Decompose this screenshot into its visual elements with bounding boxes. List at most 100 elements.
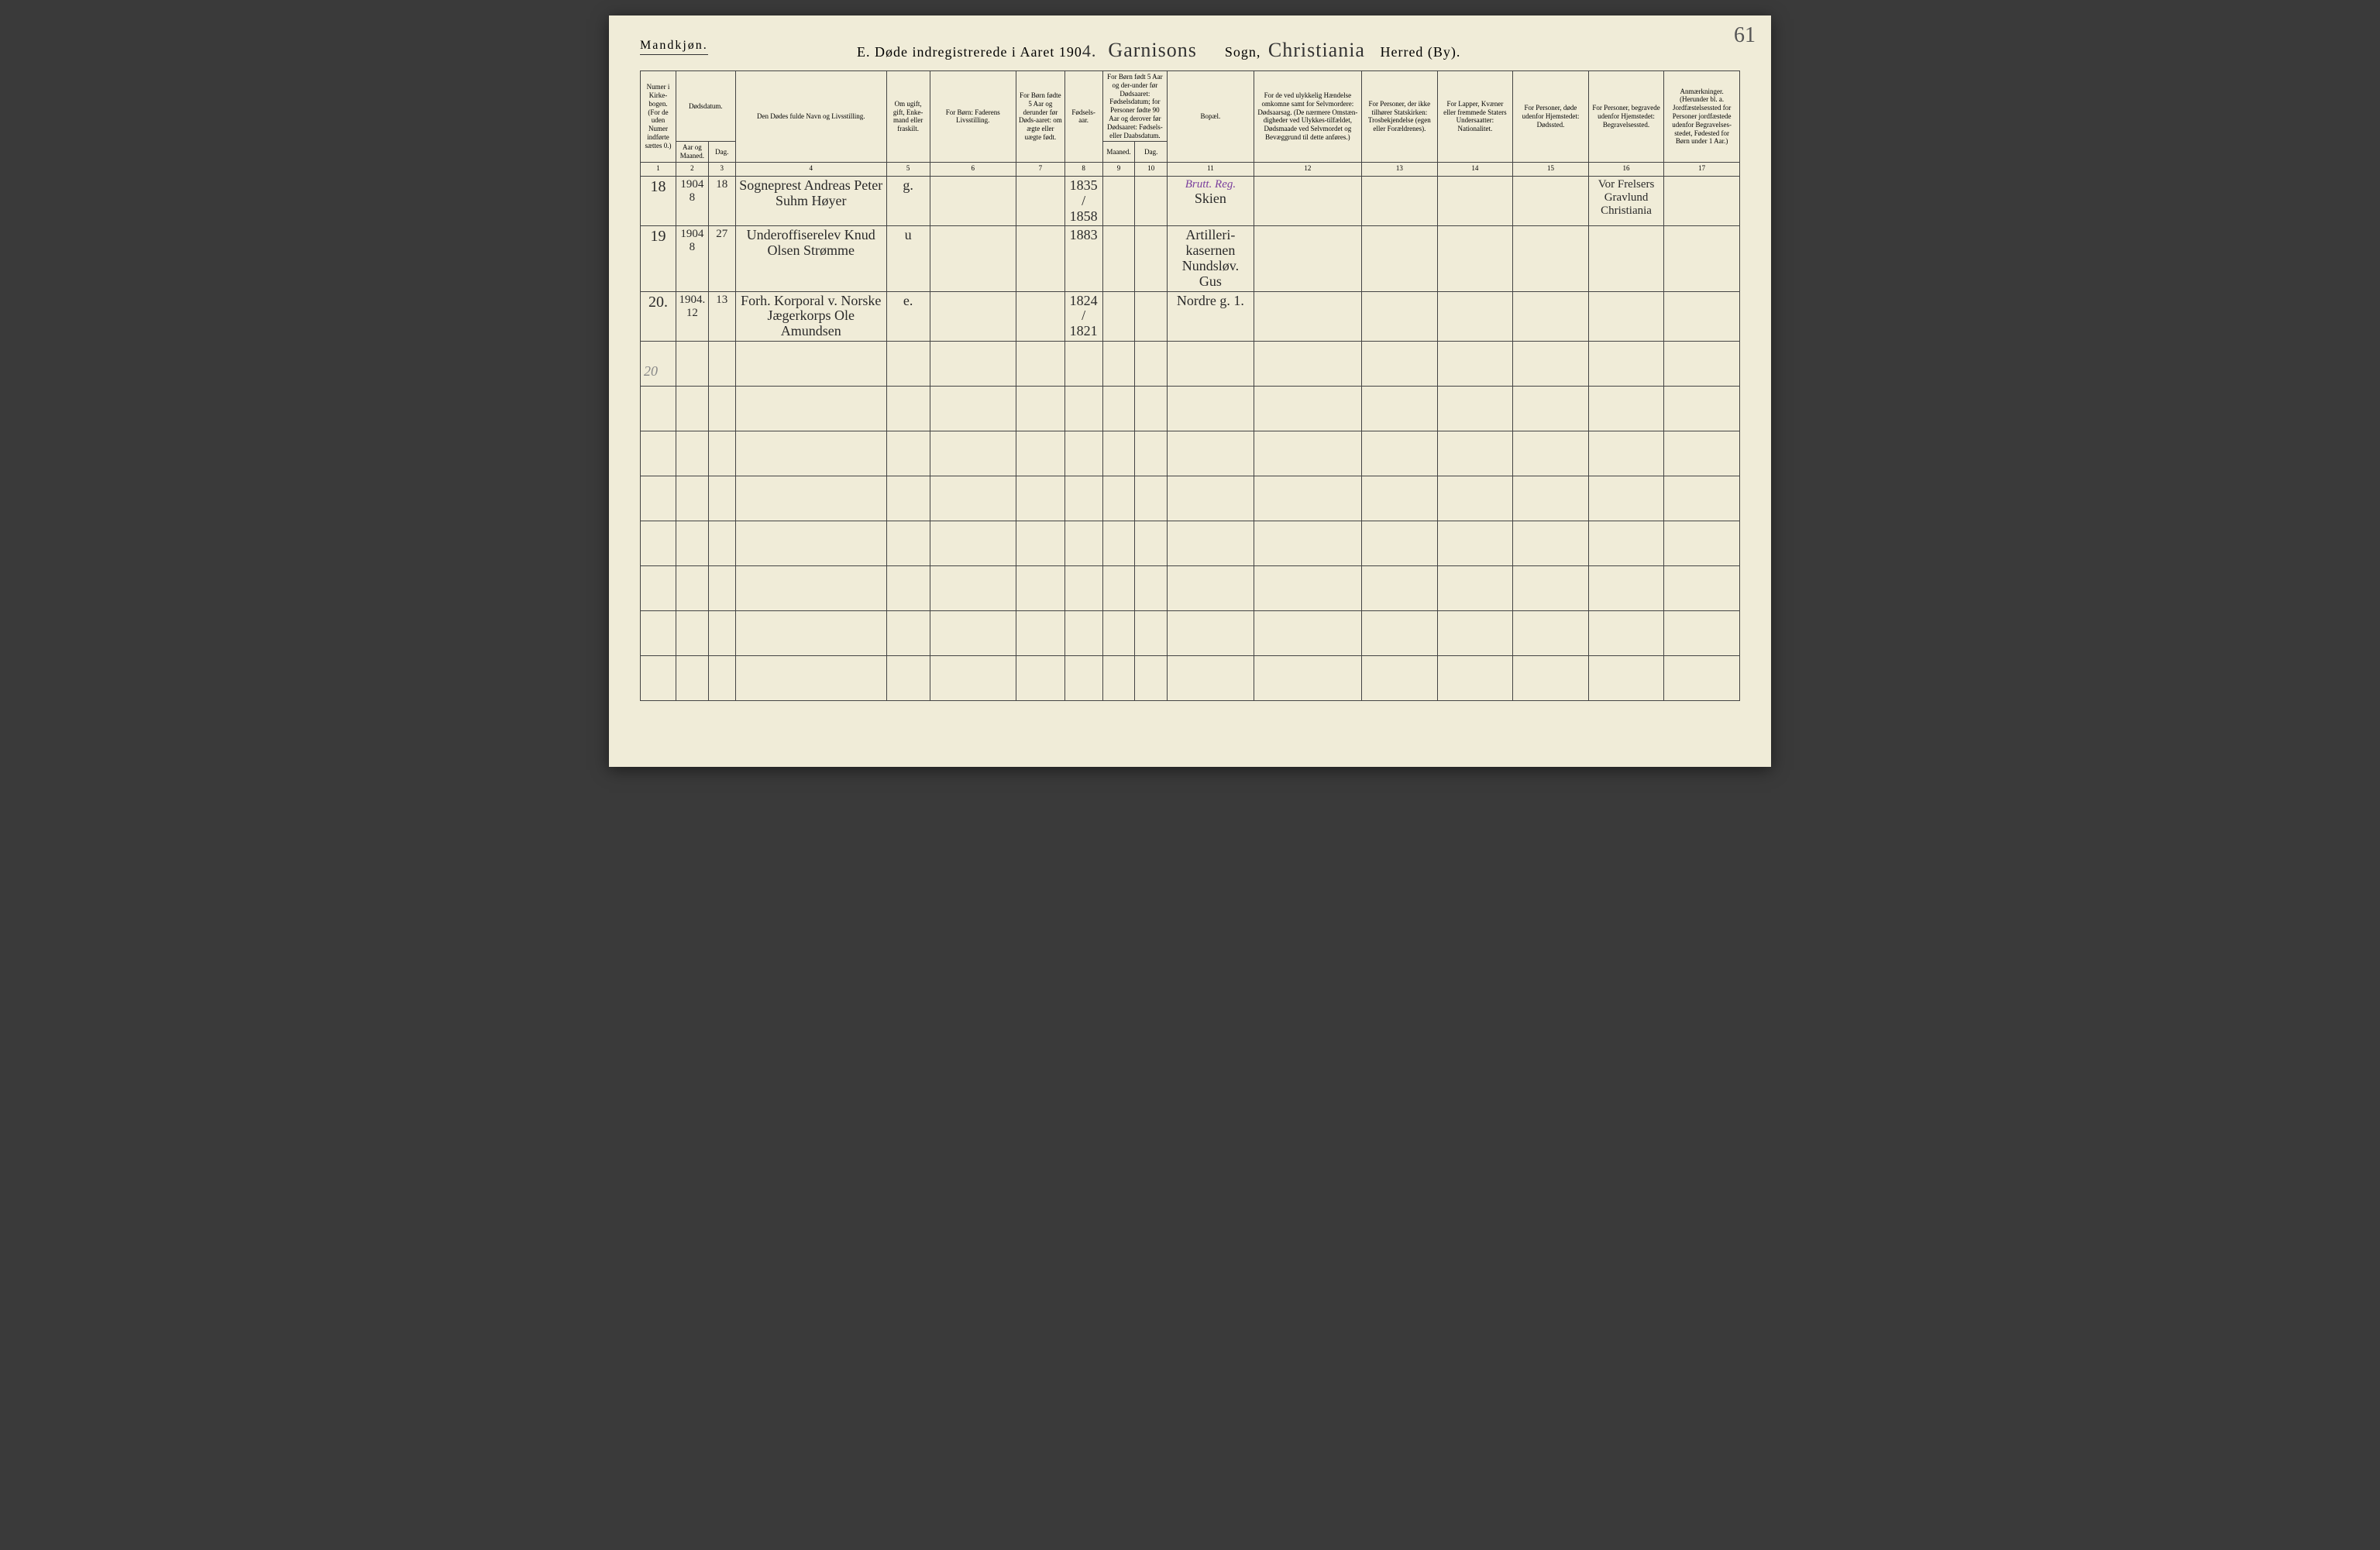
sogn-label: Sogn, (1225, 44, 1261, 60)
empty-cell (930, 386, 1016, 431)
title-prefix: E. Døde indregistrerede i Aaret 190 (857, 44, 1082, 60)
col-header: Anmærkninger. (Herunder bl. a. Jordfæste… (1664, 71, 1740, 163)
empty-cell (676, 565, 708, 610)
empty-cell (1254, 610, 1361, 655)
empty-cell (1102, 610, 1135, 655)
colnum: 1 (641, 162, 676, 176)
col-header: For Personer, begravede udenfor Hjemsted… (1588, 71, 1664, 163)
empty-cell (1168, 610, 1254, 655)
empty-row (641, 610, 1740, 655)
cell: Sogneprest Andreas Peter Suhm Høyer (735, 176, 886, 225)
colnum: 13 (1362, 162, 1438, 176)
cell (1102, 291, 1135, 341)
empty-cell (1362, 431, 1438, 476)
empty-cell (1254, 655, 1361, 700)
cell: 18 (708, 176, 735, 225)
empty-cell (930, 341, 1016, 386)
cell-residence: Nordre g. 1. (1168, 291, 1254, 341)
empty-cell (1254, 565, 1361, 610)
gender-label: Mandkjøn. (640, 39, 708, 55)
empty-cell (676, 610, 708, 655)
cell (930, 176, 1016, 225)
cell: 1835 / 1858 (1064, 176, 1102, 225)
cell-residence: Artilleri-kasernen Nundsløv. Gus (1168, 226, 1254, 291)
col-header: For de ved ulykkelig Hændelse omkomne sa… (1254, 71, 1361, 163)
empty-cell (1362, 476, 1438, 521)
cell (1588, 291, 1664, 341)
colnum: 2 (676, 162, 708, 176)
col-header: For Personer, der ikke tilhører Statskir… (1362, 71, 1438, 163)
cell: 1904. 12 (676, 291, 708, 341)
cell (1513, 291, 1589, 341)
col-header: Numer i Kirke-bogen. (For de uden Numer … (641, 71, 676, 163)
empty-cell (1016, 431, 1065, 476)
empty-cell (1588, 386, 1664, 431)
empty-cell (676, 386, 708, 431)
cell (1362, 176, 1438, 225)
cell: 1904 8 (676, 226, 708, 291)
empty-cell (1437, 521, 1513, 565)
empty-cell (1362, 655, 1438, 700)
empty-cell (1064, 565, 1102, 610)
cell: Underoffiserelev Knud Olsen Strømme (735, 226, 886, 291)
empty-cell (1064, 610, 1102, 655)
col-header: Bopæl. (1168, 71, 1254, 163)
empty-cell (1135, 431, 1168, 476)
col-header: Dag. (1135, 142, 1168, 163)
empty-cell (1664, 341, 1740, 386)
empty-cell (1168, 521, 1254, 565)
col-header: For Børn født 5 Aar og der-under før Død… (1102, 71, 1168, 142)
empty-cell (1102, 386, 1135, 431)
cell (1016, 176, 1065, 225)
cell (1016, 226, 1065, 291)
title: E. Døde indregistrerede i Aaret 1904. Ga… (857, 39, 1460, 62)
empty-cell (1135, 655, 1168, 700)
empty-cell (1254, 431, 1361, 476)
empty-cell (1064, 431, 1102, 476)
empty-cell (641, 431, 676, 476)
empty-cell (1513, 386, 1589, 431)
col-header: Maaned. (1102, 142, 1135, 163)
empty-cell (1168, 431, 1254, 476)
cell (1437, 176, 1513, 225)
empty-cell (886, 431, 930, 476)
empty-cell (1254, 386, 1361, 431)
colnum: 17 (1664, 162, 1740, 176)
empty-cell (1064, 386, 1102, 431)
empty-cell (930, 565, 1016, 610)
empty-cell (1168, 655, 1254, 700)
header: Mandkjøn. E. Døde indregistrerede i Aare… (640, 39, 1740, 55)
empty-cell (1513, 610, 1589, 655)
cell: g. (886, 176, 930, 225)
cell (1135, 291, 1168, 341)
empty-cell (1168, 565, 1254, 610)
cell: 18 (641, 176, 676, 225)
empty-cell (1016, 521, 1065, 565)
empty-cell (1064, 341, 1102, 386)
empty-cell (708, 655, 735, 700)
colnum: 8 (1064, 162, 1102, 176)
cell (1437, 291, 1513, 341)
herred-label: Herred (By). (1380, 44, 1460, 60)
cell (1135, 226, 1168, 291)
empty-cell (1135, 521, 1168, 565)
cell (930, 226, 1016, 291)
empty-cell (1016, 476, 1065, 521)
empty-cell (641, 476, 676, 521)
col-header: Dødsdatum. (676, 71, 735, 142)
cell: Vor Frelsers Gravlund Christiania (1588, 176, 1664, 225)
empty-cell (1588, 341, 1664, 386)
colnum: 7 (1016, 162, 1065, 176)
empty-row (641, 521, 1740, 565)
empty-cell (1016, 655, 1065, 700)
empty-cell (641, 655, 676, 700)
empty-cell (1588, 476, 1664, 521)
empty-cell (1135, 386, 1168, 431)
empty-cell (1437, 610, 1513, 655)
empty-cell (1102, 565, 1135, 610)
empty-cell (676, 521, 708, 565)
empty-row (641, 655, 1740, 700)
column-numbers: 1 2 3 4 5 6 7 8 9 10 11 12 13 14 15 16 1… (641, 162, 1740, 176)
empty-cell (886, 521, 930, 565)
colnum: 5 (886, 162, 930, 176)
